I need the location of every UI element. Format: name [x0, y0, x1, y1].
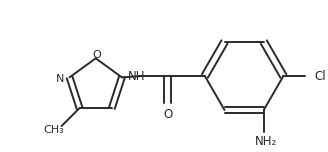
Text: NH: NH — [127, 69, 145, 83]
Text: N: N — [56, 74, 65, 84]
Text: Cl: Cl — [315, 69, 326, 83]
Text: CH₃: CH₃ — [43, 125, 64, 135]
Text: O: O — [92, 50, 101, 60]
Text: O: O — [163, 108, 172, 121]
Text: NH₂: NH₂ — [255, 135, 277, 148]
